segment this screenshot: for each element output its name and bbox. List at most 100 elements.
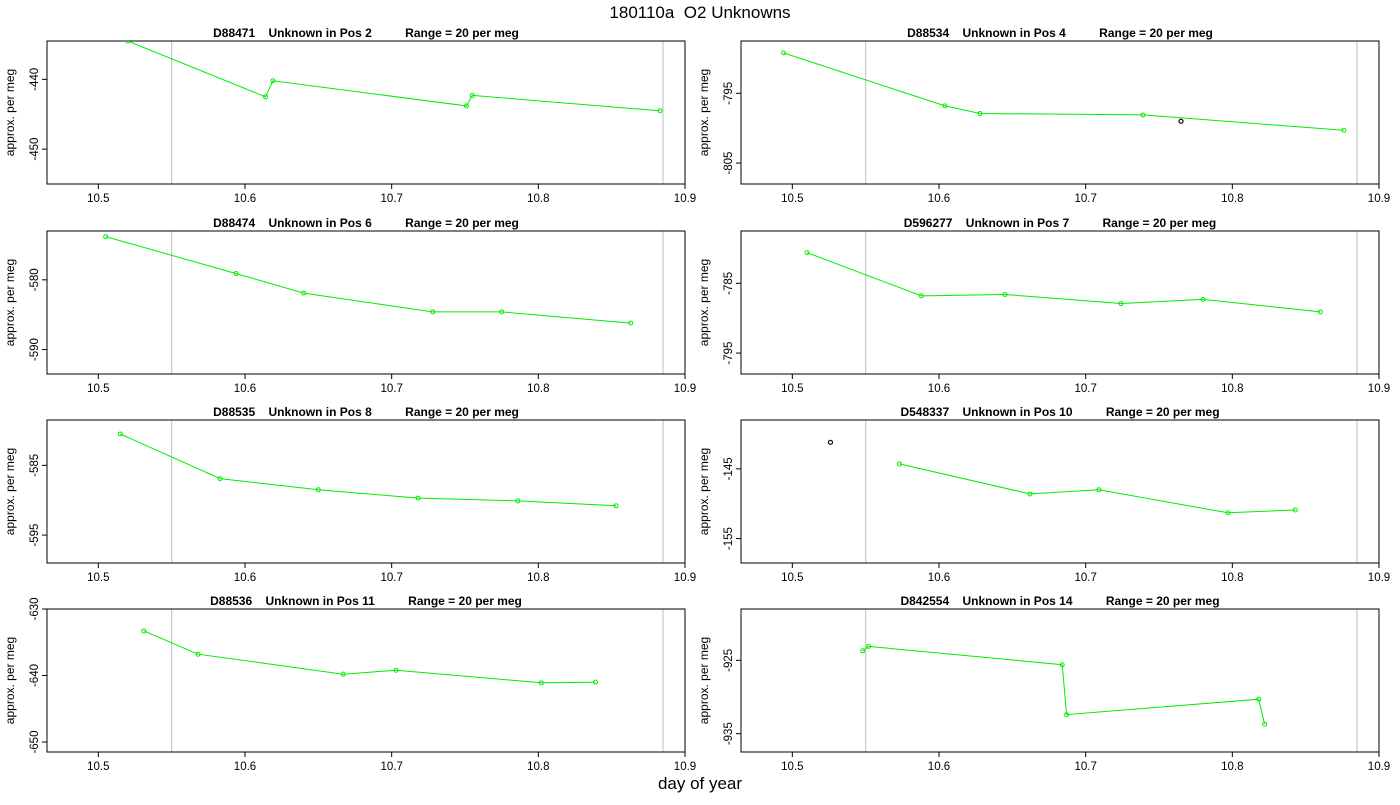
x-tick-label: 10.8 bbox=[527, 193, 549, 205]
y-tick-label: -795 bbox=[723, 82, 735, 105]
page-title: 180110a O2 Unknowns bbox=[609, 3, 791, 22]
data-point bbox=[918, 293, 924, 299]
data-point bbox=[1140, 112, 1146, 118]
x-tick-label: 10.8 bbox=[1221, 572, 1243, 584]
data-point bbox=[125, 41, 131, 44]
x-tick-label: 10.6 bbox=[234, 572, 256, 584]
data-point bbox=[1059, 662, 1065, 668]
data-point bbox=[1027, 491, 1033, 497]
chart-panel-6: D548337 Unknown in Pos 10 Range = 20 per… bbox=[697, 405, 1390, 584]
y-axis-label: approx. per meg bbox=[697, 69, 711, 156]
chart-panel-1: D88471 Unknown in Pos 2 Range = 20 per m… bbox=[3, 26, 696, 205]
x-tick-label: 10.5 bbox=[87, 193, 109, 205]
y-tick-label: -595 bbox=[29, 524, 41, 547]
x-tick-label: 10.9 bbox=[1368, 761, 1390, 773]
plot-frame bbox=[740, 40, 1380, 185]
data-point bbox=[628, 320, 634, 326]
data-point bbox=[1225, 510, 1231, 516]
panel-title: D88534 Unknown in Pos 4 Range = 20 per m… bbox=[907, 26, 1213, 40]
x-tick-label: 10.6 bbox=[234, 761, 256, 773]
data-point bbox=[270, 78, 276, 84]
data-point bbox=[977, 111, 983, 117]
data-point bbox=[538, 680, 544, 686]
plot-frame bbox=[46, 419, 686, 564]
x-tick-label: 10.7 bbox=[1074, 193, 1096, 205]
x-tick-label: 10.5 bbox=[87, 761, 109, 773]
x-tick-label: 10.8 bbox=[1221, 193, 1243, 205]
y-tick-label: -805 bbox=[723, 152, 735, 175]
panel-title: D596277 Unknown in Pos 7 Range = 20 per … bbox=[904, 216, 1216, 230]
data-point bbox=[217, 476, 223, 482]
panel-title: D842554 Unknown in Pos 14 Range = 20 per… bbox=[900, 594, 1219, 608]
x-axis-label: day of year bbox=[657, 774, 743, 793]
series-line bbox=[105, 236, 631, 324]
outlier-point bbox=[827, 439, 834, 445]
y-axis-label: approx. per meg bbox=[3, 259, 17, 346]
plot-frame bbox=[740, 230, 1380, 375]
chart-panel-2: D88534 Unknown in Pos 4 Range = 20 per m… bbox=[697, 26, 1390, 205]
panel-title: D548337 Unknown in Pos 10 Range = 20 per… bbox=[900, 405, 1219, 419]
data-point bbox=[515, 498, 521, 504]
data-point bbox=[860, 648, 866, 654]
data-point bbox=[593, 679, 599, 685]
y-tick-label: -440 bbox=[29, 68, 41, 91]
y-tick-label: -630 bbox=[29, 597, 41, 620]
x-tick-label: 10.9 bbox=[674, 383, 696, 395]
data-point bbox=[1096, 487, 1102, 493]
data-point bbox=[233, 271, 239, 277]
data-point bbox=[1200, 296, 1206, 302]
y-tick-label: -925 bbox=[723, 649, 735, 672]
series-line bbox=[143, 630, 596, 684]
x-tick-label: 10.5 bbox=[781, 761, 803, 773]
data-point bbox=[1256, 696, 1262, 702]
panel-title: D88474 Unknown in Pos 6 Range = 20 per m… bbox=[213, 216, 519, 230]
plot-frame bbox=[740, 419, 1380, 564]
x-tick-label: 10.9 bbox=[674, 572, 696, 584]
y-tick-label: -935 bbox=[723, 722, 735, 745]
data-point bbox=[469, 92, 475, 98]
panel-title: D88536 Unknown in Pos 11 Range = 20 per … bbox=[210, 594, 522, 608]
data-point bbox=[141, 628, 147, 634]
y-tick-label: -580 bbox=[29, 268, 41, 291]
chart-panel-8: D842554 Unknown in Pos 14 Range = 20 per… bbox=[697, 594, 1390, 773]
data-point bbox=[415, 495, 421, 501]
y-tick-label: -145 bbox=[723, 457, 735, 480]
x-tick-label: 10.8 bbox=[1221, 761, 1243, 773]
data-point bbox=[613, 503, 619, 509]
series-line bbox=[120, 433, 617, 507]
y-tick-label: -785 bbox=[723, 272, 735, 295]
x-tick-label: 10.9 bbox=[1368, 383, 1390, 395]
outlier-point bbox=[1178, 118, 1184, 124]
x-tick-label: 10.6 bbox=[928, 761, 950, 773]
data-point bbox=[942, 103, 948, 109]
x-tick-label: 10.8 bbox=[1221, 383, 1243, 395]
data-point bbox=[804, 250, 810, 256]
x-tick-label: 10.7 bbox=[1074, 383, 1096, 395]
x-tick-label: 10.6 bbox=[234, 383, 256, 395]
x-tick-label: 10.7 bbox=[380, 761, 402, 773]
data-point bbox=[657, 108, 663, 114]
data-point bbox=[1292, 507, 1298, 513]
data-point bbox=[430, 309, 436, 315]
y-tick-label: -450 bbox=[29, 138, 41, 161]
data-point bbox=[781, 50, 787, 56]
data-point bbox=[103, 234, 109, 240]
x-tick-label: 10.7 bbox=[1074, 761, 1096, 773]
y-tick-label: -795 bbox=[723, 342, 735, 365]
series-line bbox=[862, 645, 1266, 725]
chart-panel-5: D88535 Unknown in Pos 8 Range = 20 per m… bbox=[3, 405, 696, 584]
data-point bbox=[1064, 712, 1070, 718]
data-point bbox=[315, 487, 321, 493]
x-tick-label: 10.7 bbox=[380, 383, 402, 395]
panel-title: D88535 Unknown in Pos 8 Range = 20 per m… bbox=[213, 405, 519, 419]
chart-panel-4: D596277 Unknown in Pos 7 Range = 20 per … bbox=[697, 216, 1390, 395]
series-line bbox=[127, 41, 661, 112]
x-tick-label: 10.6 bbox=[928, 383, 950, 395]
y-tick-label: -585 bbox=[29, 454, 41, 477]
data-point bbox=[263, 94, 269, 100]
series-line bbox=[899, 463, 1296, 514]
y-axis-label: approx. per meg bbox=[3, 448, 17, 535]
x-tick-label: 10.8 bbox=[527, 761, 549, 773]
